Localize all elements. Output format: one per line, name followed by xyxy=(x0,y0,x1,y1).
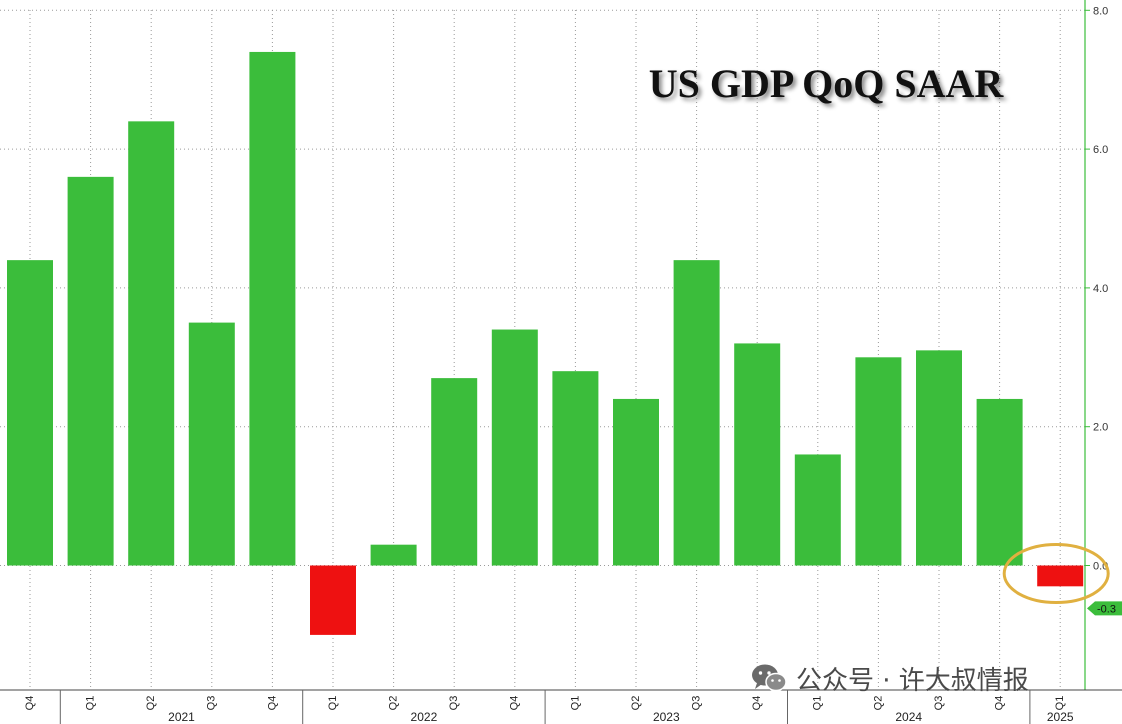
bar-8 xyxy=(491,329,538,566)
bar-15 xyxy=(916,350,962,566)
bar-7 xyxy=(431,378,478,566)
y-tick-label: 4.0 xyxy=(1093,283,1108,295)
highlight-ellipse xyxy=(1002,543,1110,604)
x-tick-label: Q2 xyxy=(388,696,400,711)
bar-6 xyxy=(370,544,417,566)
bar-4 xyxy=(249,51,296,566)
bar-9 xyxy=(552,371,599,566)
year-label: 2024 xyxy=(895,710,922,724)
bar-5 xyxy=(310,565,356,635)
x-tick-label: Q1 xyxy=(85,696,97,711)
x-tick-label: Q2 xyxy=(145,696,157,711)
year-label: 2022 xyxy=(411,710,438,724)
year-label: 2025 xyxy=(1047,710,1074,724)
x-tick-label: Q2 xyxy=(630,696,642,711)
bar-0 xyxy=(7,260,53,566)
highlight-annotation xyxy=(1002,543,1110,604)
y-axis: 8.06.04.02.00.0-0.3 xyxy=(0,0,1122,691)
bar-17 xyxy=(1037,565,1084,587)
x-tick-label: Q1 xyxy=(569,696,581,711)
x-tick-label: Q1 xyxy=(1054,696,1066,711)
x-tick-label: Q4 xyxy=(509,696,521,711)
last-value-marker xyxy=(1087,601,1122,616)
wechat-icon xyxy=(752,664,787,692)
bar-16 xyxy=(976,398,1023,566)
x-tick-label: Q3 xyxy=(206,696,218,711)
x-tick-label: Q2 xyxy=(872,696,884,711)
bar-13 xyxy=(794,454,841,566)
x-tick-label: Q1 xyxy=(812,696,824,711)
y-tick-label: 8.0 xyxy=(1093,5,1108,17)
watermark-text: 公众号 · 许大叔情报 xyxy=(796,665,1029,696)
bar-1 xyxy=(67,176,114,566)
bar-12 xyxy=(734,343,781,566)
bar-10 xyxy=(613,398,659,566)
x-tick-label: Q3 xyxy=(691,696,703,711)
y-tick-label: 6.0 xyxy=(1093,144,1108,156)
bar-2 xyxy=(128,121,175,566)
x-tick-label: Q3 xyxy=(448,696,460,711)
x-tick-label: Q4 xyxy=(994,696,1006,711)
bar-11 xyxy=(673,260,720,566)
x-tick-label: Q4 xyxy=(751,696,763,711)
bars xyxy=(7,51,1084,635)
year-label: 2023 xyxy=(653,710,680,724)
last-value-label: -0.3 xyxy=(1097,603,1116,615)
x-tick-label: Q3 xyxy=(933,696,945,711)
x-tick-label: Q1 xyxy=(327,696,339,711)
year-label: 2021 xyxy=(168,710,195,724)
x-axis-labels: Q4 Q1 Q2 Q3 Q4 Q1 Q2 Q3 Q4 Q1 Q2 Q3 Q4 Q1 Q2 Q3 Q4 Q1 2021… xyxy=(24,690,1074,724)
bar-14 xyxy=(855,357,902,566)
x-tick-label: Q4 xyxy=(266,696,278,711)
x-tick-label: Q4 xyxy=(24,696,36,711)
watermark: 公众号 · 许大叔情报 xyxy=(750,660,1029,696)
y-tick-label: 2.0 xyxy=(1093,422,1108,434)
chart-title: US GDP QoQ SAAR xyxy=(649,61,1005,106)
bar-3 xyxy=(188,322,235,566)
